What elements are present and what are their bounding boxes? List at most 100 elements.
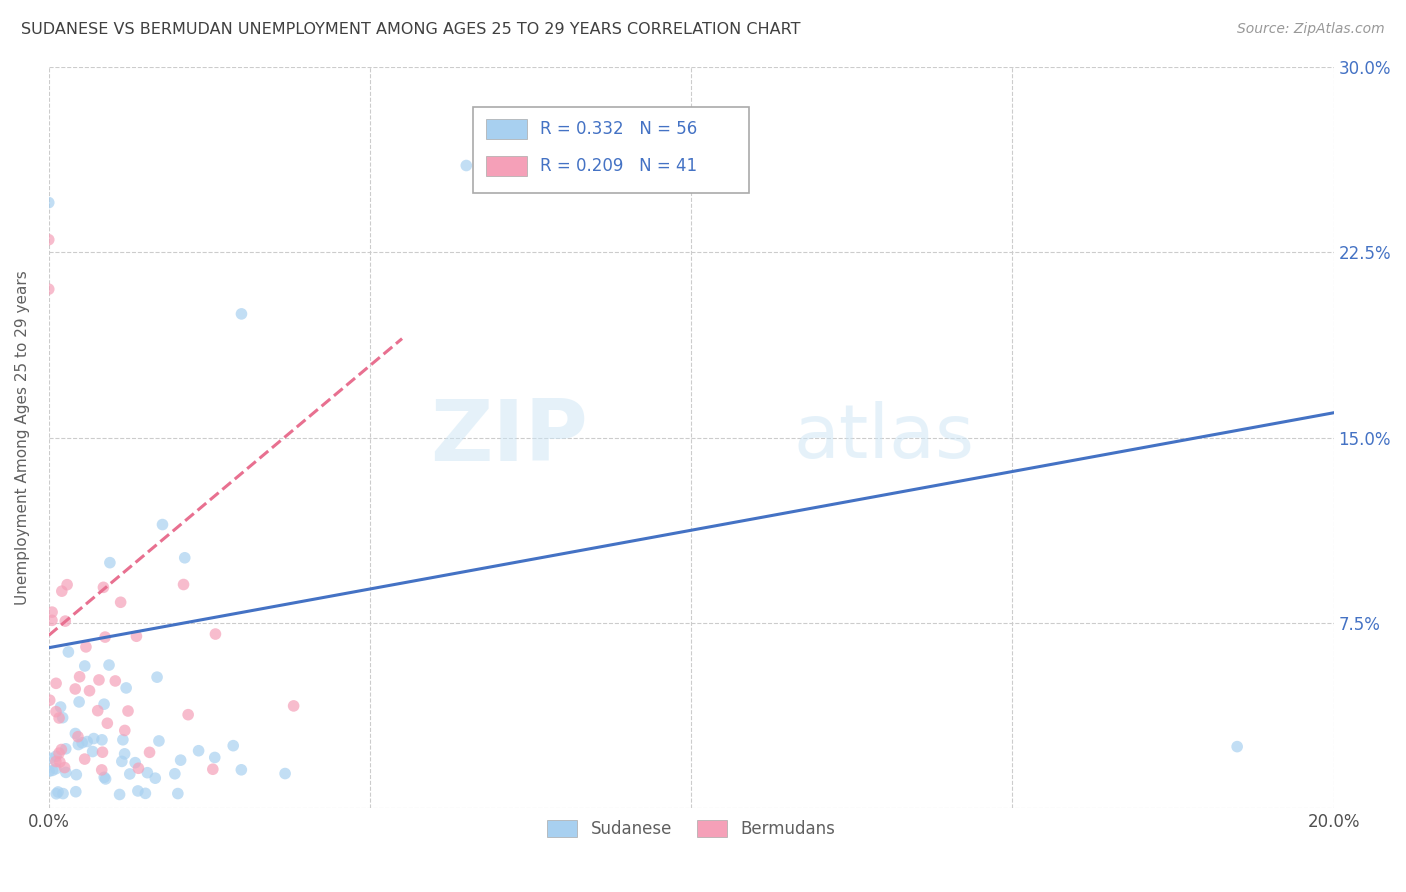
Point — [173, 550, 195, 565]
Point — [45, 705, 67, 719]
Point — [94, 630, 117, 644]
Point — [79, 683, 101, 698]
Point — [76, 734, 98, 748]
Point — [82, 745, 104, 759]
Point — [169, 753, 191, 767]
Point — [41, 613, 63, 627]
Point — [138, 745, 160, 759]
Point — [41, 764, 63, 778]
Point — [98, 658, 121, 673]
Point — [69, 670, 91, 684]
Text: R = 0.332   N = 56: R = 0.332 N = 56 — [540, 120, 697, 138]
Point — [52, 787, 75, 801]
Point — [38, 195, 60, 210]
Point — [114, 723, 136, 738]
Point — [87, 673, 110, 687]
Point — [55, 741, 77, 756]
Point — [231, 307, 253, 321]
Point — [274, 766, 297, 780]
Point — [125, 629, 148, 643]
Point — [115, 681, 138, 695]
Point — [117, 704, 139, 718]
Point — [173, 577, 195, 591]
Point — [51, 584, 73, 599]
Point — [45, 787, 67, 801]
Text: R = 0.209   N = 41: R = 0.209 N = 41 — [540, 157, 696, 175]
Point — [67, 695, 90, 709]
Point — [134, 786, 156, 800]
Point — [48, 711, 70, 725]
Point — [98, 556, 121, 570]
Point — [187, 744, 209, 758]
Point — [231, 763, 253, 777]
Point — [65, 785, 87, 799]
Point — [96, 716, 118, 731]
Point — [124, 756, 146, 770]
Point — [52, 711, 75, 725]
Point — [45, 755, 67, 769]
Point — [118, 767, 141, 781]
Point — [93, 770, 115, 784]
Point — [146, 670, 169, 684]
Point — [38, 282, 60, 296]
Point — [53, 614, 76, 628]
Point — [66, 730, 89, 744]
Point — [58, 645, 80, 659]
Point — [45, 762, 67, 776]
Text: ZIP: ZIP — [430, 396, 588, 479]
Point — [111, 732, 134, 747]
Point — [46, 785, 69, 799]
Point — [73, 752, 96, 766]
Point — [55, 765, 77, 780]
FancyBboxPatch shape — [485, 120, 527, 138]
Point — [204, 627, 226, 641]
Text: atlas: atlas — [794, 401, 974, 474]
Point — [75, 640, 97, 654]
Point — [456, 159, 478, 173]
Point — [38, 233, 60, 247]
Point — [111, 755, 134, 769]
Point — [65, 681, 87, 696]
FancyBboxPatch shape — [472, 107, 749, 193]
Point — [49, 700, 72, 714]
Point — [41, 605, 63, 619]
FancyBboxPatch shape — [485, 156, 527, 176]
Point — [39, 751, 62, 765]
Point — [93, 580, 115, 594]
Point — [127, 784, 149, 798]
Point — [114, 747, 136, 761]
Point — [90, 763, 112, 777]
Point — [104, 673, 127, 688]
Point — [67, 738, 90, 752]
Point — [1226, 739, 1249, 754]
Point — [45, 749, 67, 764]
Point — [56, 577, 79, 591]
Point — [93, 697, 115, 711]
Point — [136, 765, 159, 780]
Legend: Sudanese, Bermudans: Sudanese, Bermudans — [540, 814, 842, 845]
Point — [110, 595, 132, 609]
Y-axis label: Unemployment Among Ages 25 to 29 years: Unemployment Among Ages 25 to 29 years — [15, 270, 30, 605]
Point — [73, 659, 96, 673]
Point — [204, 750, 226, 764]
Point — [91, 732, 114, 747]
Point — [127, 761, 149, 775]
Point — [177, 707, 200, 722]
Point — [65, 726, 87, 740]
Point — [163, 766, 186, 780]
Point — [48, 746, 70, 760]
Point — [53, 760, 76, 774]
Text: Source: ZipAtlas.com: Source: ZipAtlas.com — [1237, 22, 1385, 37]
Point — [283, 698, 305, 713]
Point — [148, 734, 170, 748]
Point — [166, 787, 188, 801]
Point — [51, 742, 73, 756]
Point — [83, 731, 105, 746]
Point — [45, 676, 67, 690]
Point — [87, 704, 110, 718]
Point — [108, 788, 131, 802]
Point — [38, 693, 60, 707]
Point — [94, 772, 117, 786]
Text: SUDANESE VS BERMUDAN UNEMPLOYMENT AMONG AGES 25 TO 29 YEARS CORRELATION CHART: SUDANESE VS BERMUDAN UNEMPLOYMENT AMONG … — [21, 22, 800, 37]
Point — [91, 745, 114, 759]
